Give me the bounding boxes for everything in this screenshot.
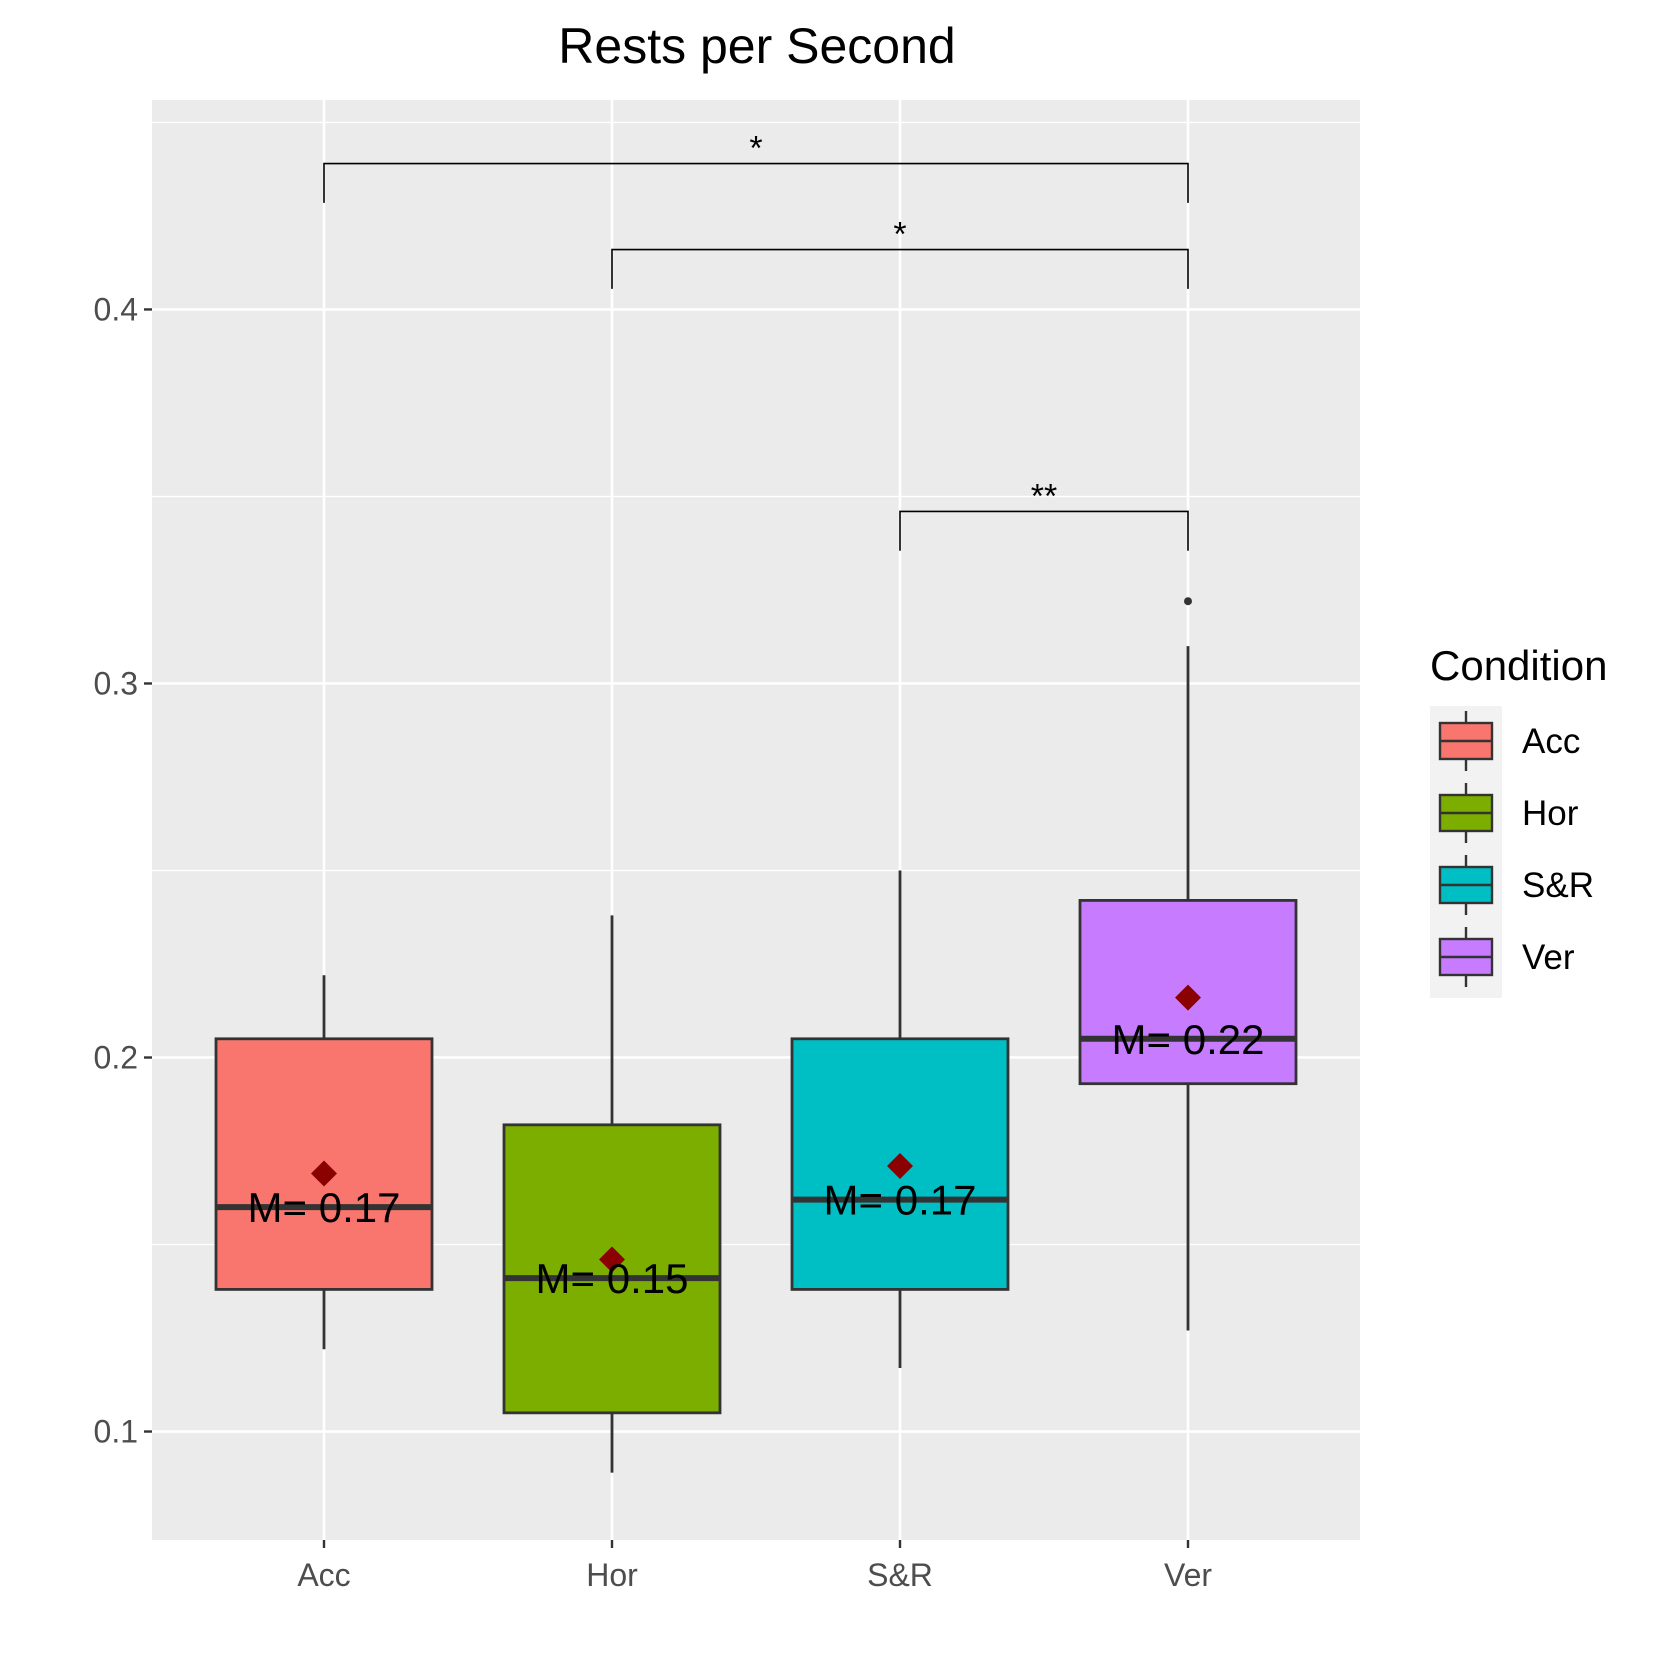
y-tick-label: 0.3	[94, 665, 138, 701]
legend: Condition Acc Hor S&R Ver	[1430, 642, 1607, 998]
box-hor: M= 0.15	[502, 915, 722, 1473]
x-tick-label: Hor	[586, 1557, 638, 1593]
legend-item-ver: Ver	[1438, 927, 1575, 987]
x-tick-label: Acc	[297, 1557, 350, 1593]
y-tick-label: 0.4	[94, 291, 138, 327]
legend-item-acc: Acc	[1438, 711, 1580, 771]
axes: 0.1 0.2 0.3 0.4 Acc Hor S&R Ver	[94, 291, 1213, 1593]
mean-label: M= 0.22	[1112, 1016, 1265, 1063]
y-tick-label: 0.2	[94, 1040, 138, 1076]
mean-label: M= 0.15	[536, 1255, 689, 1302]
box-acc: M= 0.17	[214, 975, 434, 1350]
plot-panel	[152, 100, 1360, 1540]
legend-label: Hor	[1522, 794, 1579, 833]
box-ver: M= 0.22	[1078, 597, 1298, 1331]
chart-title: Rests per Second	[558, 18, 955, 74]
significance-brackets: ****	[323, 130, 1189, 551]
mean-label: M= 0.17	[248, 1184, 401, 1231]
legend-item-hor: Hor	[1438, 783, 1579, 843]
mean-marker	[1175, 984, 1201, 1011]
mean-label: M= 0.17	[824, 1177, 977, 1224]
x-tick-label: Ver	[1164, 1557, 1212, 1593]
x-tick-label: S&R	[867, 1557, 933, 1593]
significance-label: *	[749, 130, 762, 168]
outlier-point	[1184, 597, 1192, 606]
mean-marker	[887, 1152, 913, 1179]
box-series: M= 0.17 M= 0.15 M= 0.17 M= 0.22	[214, 597, 1298, 1473]
significance-bracket	[899, 510, 1189, 551]
y-tick-label: 0.1	[94, 1414, 138, 1450]
mean-marker	[311, 1160, 337, 1187]
legend-label: Acc	[1522, 722, 1580, 761]
significance-bracket	[323, 162, 1189, 203]
legend-item-sr: S&R	[1438, 855, 1594, 915]
significance-label: **	[1031, 477, 1057, 515]
box-sr: M= 0.17	[790, 870, 1010, 1368]
mean-marker	[599, 1246, 625, 1273]
legend-title: Condition	[1430, 642, 1607, 689]
significance-bracket	[611, 248, 1189, 289]
legend-label: Ver	[1522, 938, 1575, 977]
legend-label: S&R	[1522, 866, 1594, 905]
significance-label: *	[893, 216, 906, 254]
